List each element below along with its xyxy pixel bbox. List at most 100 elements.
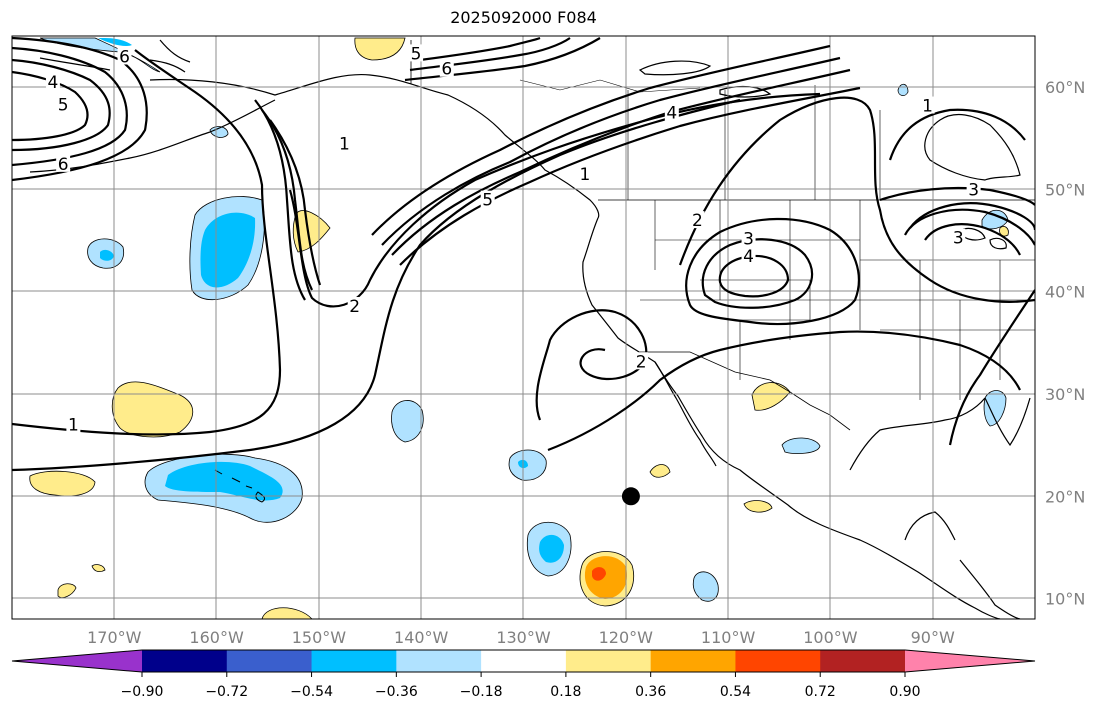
contour-label-bg (634, 352, 649, 370)
colorbar-tick-labels: −0.90 −0.72 −0.54 −0.36 −0.18 0.18 0.36 0.54 0.7… (121, 672, 921, 700)
colorbar-tick-label: 0.54 (720, 684, 751, 700)
yellow-area-mexico-3 (743, 500, 773, 513)
yellow-area-gulf (354, 37, 406, 61)
contour-label: 6 (119, 47, 130, 67)
blue-area-mexico (781, 437, 821, 454)
lon-tick-label: 110°W (701, 628, 756, 647)
contour-ne-3 (879, 186, 1035, 206)
colorbar-tick-label: 0.36 (635, 684, 666, 700)
contour-sw-1 (547, 330, 1021, 452)
canada-province-lines (519, 79, 881, 200)
contour-jet-ne-a (381, 56, 841, 246)
contour-label: 4 (48, 73, 59, 93)
contour-label: 5 (482, 191, 493, 211)
contour-label: 5 (411, 44, 422, 64)
contour-west-3 (12, 46, 128, 167)
colorbar-tick-label: −0.36 (375, 684, 418, 700)
contour-label: 5 (58, 96, 69, 116)
colorbar-segment (142, 650, 228, 672)
contour-label: 2 (349, 297, 360, 317)
contour-ne-1 (888, 108, 1026, 161)
contour-label-bg (741, 246, 756, 264)
colorbar-segment (311, 650, 397, 672)
lon-tick-label: 90°W (911, 628, 955, 647)
colorbar-tick-label: −0.72 (205, 684, 248, 700)
gulf-coast (849, 397, 1031, 471)
contour-label: 6 (441, 60, 452, 80)
contour-label: 1 (579, 165, 590, 185)
contour-west-2 (12, 70, 89, 142)
blue-area-florida (983, 390, 1007, 427)
contour-label-bg (480, 190, 495, 208)
contour-jet-ne-c (399, 86, 861, 266)
contour-top-6 (409, 37, 571, 72)
contour-label: 3 (953, 228, 964, 248)
hawaii-islands (214, 469, 265, 503)
blue-area-bering-core (98, 38, 132, 47)
contour-low-mid (701, 238, 814, 309)
colorbar-segment (226, 650, 313, 672)
contour-label: 1 (339, 134, 350, 154)
blue-core-central-pacific (200, 212, 256, 288)
colorbar-segment (481, 650, 567, 672)
colorbar-segment (650, 650, 736, 672)
colorbar-extend-low (12, 650, 142, 672)
colorbar-tick-label: 0.90 (889, 684, 920, 700)
yucatan (904, 511, 956, 541)
hudson-bay (924, 113, 1021, 181)
contour-label-bg (56, 154, 71, 172)
blue-core-hawaii (165, 461, 283, 501)
yellow-area-150w (292, 210, 331, 253)
contour-west-4 (12, 36, 148, 182)
contour-label: 3 (968, 180, 979, 200)
contour-ne-loop-b (924, 223, 1021, 256)
alaska-coast (149, 73, 600, 219)
contour-sw-2 (535, 309, 648, 421)
blue-core-south (539, 534, 564, 563)
colorbar-tick-label: −0.90 (121, 684, 164, 700)
contour-low-inner (718, 254, 790, 298)
lat-tick-label: 20°N (1045, 487, 1085, 506)
contour-label: 4 (743, 247, 754, 267)
contour-label-bg (966, 180, 981, 198)
central-america (959, 559, 1021, 619)
positive-core-area (592, 567, 606, 581)
colorbar (11, 649, 1036, 673)
west-coast (582, 217, 1001, 619)
plot-title: 2025092000 F084 (450, 8, 597, 27)
lat-tick-label: 40°N (1045, 283, 1085, 302)
contour-label-bg (690, 211, 705, 229)
colorbar-segment (820, 650, 906, 672)
contour-label: 1 (68, 416, 79, 436)
blue-area-110w-south (692, 571, 719, 602)
colorbar-segment (396, 650, 482, 672)
contour-west-1 (12, 58, 111, 152)
yellow-area-west-tropic (29, 470, 96, 497)
yellow-area-ne (999, 226, 1009, 237)
colorbar-extend-high (905, 650, 1035, 672)
contour-2-jet-b (254, 99, 306, 301)
contour-label-bg (577, 165, 592, 183)
contour-label-bg (45, 73, 60, 91)
colorbar-segment (735, 650, 821, 672)
positive-mid-area (584, 556, 628, 599)
contour-label: 1 (922, 97, 933, 117)
blue-core-small-west (100, 249, 114, 261)
contour-label-bg (347, 297, 362, 315)
colorbar-segment (565, 650, 652, 672)
contour-top-7 (404, 37, 601, 82)
lon-tick-label: 130°W (496, 628, 551, 647)
latitude-tick-labels: 60°N 50°N 40°N 30°N 20°N 10°N (1045, 78, 1085, 608)
contour-label: 6 (58, 155, 69, 175)
longitude-tick-labels: 170°W 160°W 150°W 140°W 130°W 120°W 110°W 100°W… (87, 628, 955, 647)
lat-tick-label: 10°N (1045, 590, 1085, 609)
contour-lines (12, 36, 1035, 472)
lon-tick-label: 140°W (394, 628, 449, 647)
lat-tick-label: 30°N (1045, 385, 1085, 404)
lon-tick-label: 100°W (803, 628, 858, 647)
contour-2-jet-c (269, 119, 322, 286)
contour-ne-loop-a (904, 208, 1035, 246)
contour-label-bg (56, 95, 71, 113)
